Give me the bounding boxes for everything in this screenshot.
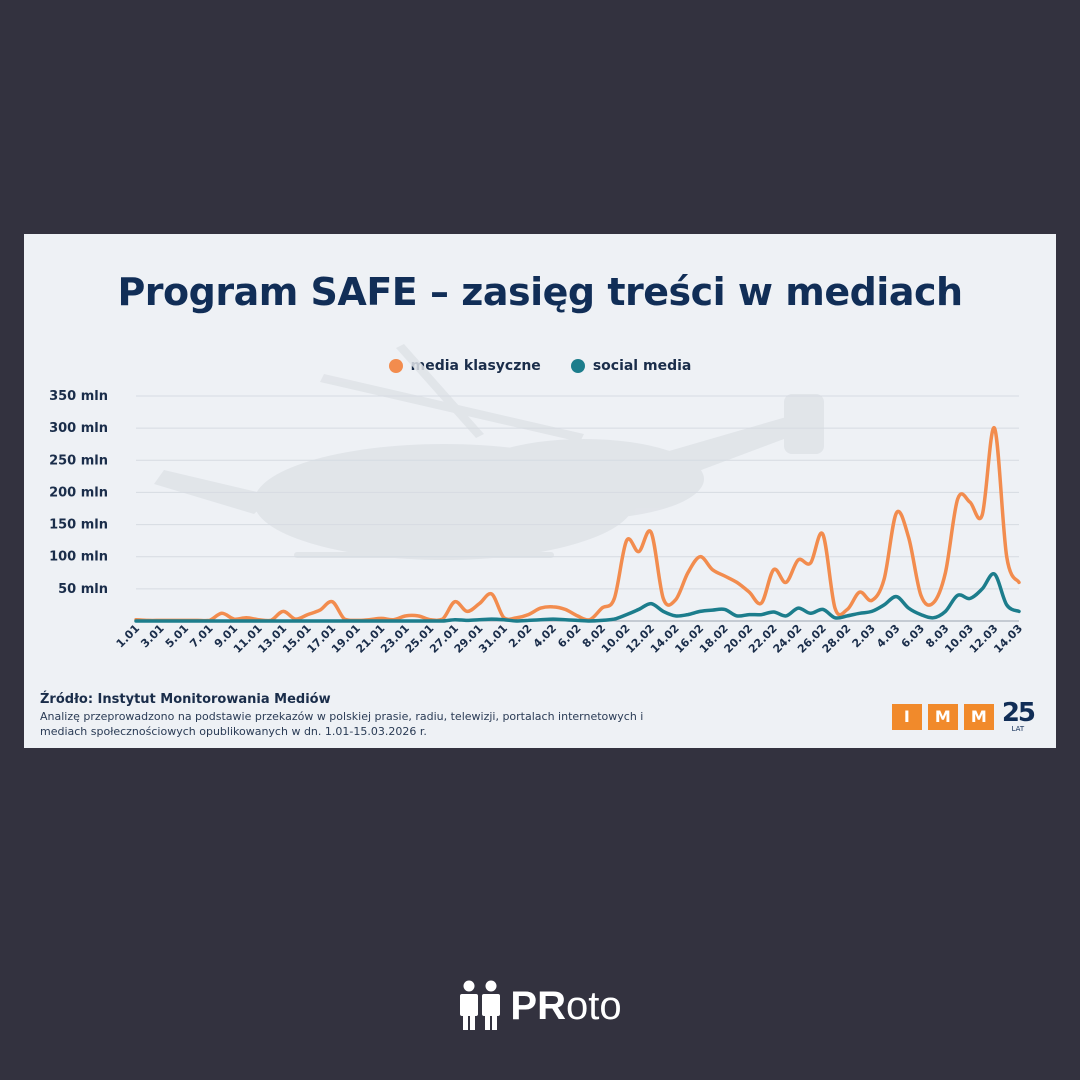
x-tick-label: 3.01 — [138, 622, 166, 650]
brand-name: PRoto — [510, 983, 622, 1028]
legend-label: social media — [592, 358, 692, 374]
y-tick-label: 250 mln — [49, 453, 108, 468]
y-tick-label: 200 mln — [49, 485, 108, 500]
chart-title: Program SAFE – zasięg treści w mediach — [117, 270, 963, 314]
legend-item-media-klasyczne: media klasyczne — [388, 358, 541, 374]
legend-dot-orange — [388, 359, 403, 373]
x-tick-label: 1.01 — [114, 622, 142, 650]
chart-series — [134, 426, 1021, 623]
y-tick-label: 350 mln — [49, 389, 108, 404]
x-tick-label: 4.02 — [531, 622, 559, 650]
logo-years-label: LAT — [1011, 725, 1025, 733]
legend-dot-teal — [570, 359, 585, 373]
x-axis: 1.013.015.017.019.0111.0113.0115.0117.01… — [114, 622, 1025, 656]
y-tick-label: 300 mln — [49, 421, 108, 436]
source-note: Analizę przeprowadzono na podstawie prze… — [40, 710, 644, 738]
logo-years-number: 25 — [1001, 698, 1036, 728]
logo-letter-i: I — [891, 703, 922, 730]
legend-item-social-media: social media — [570, 358, 692, 374]
proto-brand-logo: PRoto — [0, 980, 1080, 1032]
y-tick-label: 150 mln — [49, 518, 108, 533]
line-chart: 50 mln 100 mln 150 mln 200 mln 250 mln 300 ml… — [49, 344, 1025, 656]
logo-years: 25 LAT — [1001, 698, 1036, 733]
people-icon — [460, 980, 501, 1030]
helicopter-watermark-icon — [154, 344, 824, 560]
x-tick-label: 2.02 — [506, 622, 534, 650]
x-tick-label: 2.03 — [850, 622, 878, 650]
x-tick-label: 6.03 — [899, 622, 927, 650]
y-tick-label: 50 mln — [58, 582, 108, 597]
y-tick-label: 100 mln — [49, 550, 108, 565]
series-line-social-media — [134, 572, 1021, 623]
y-axis: 50 mln 100 mln 150 mln 200 mln 250 mln 300 ml… — [49, 389, 108, 597]
logo-letter-m1: M — [927, 703, 958, 730]
source-title: Źródło: Instytut Monitorowania Mediów — [40, 692, 331, 707]
chart-card: Program SAFE – zasięg treści w mediach m… — [24, 234, 1056, 748]
x-tick-label: 5.01 — [163, 622, 191, 650]
x-tick-label: 7.01 — [187, 622, 215, 650]
chart-legend: media klasyczne social media — [24, 358, 1056, 374]
legend-label: media klasyczne — [410, 358, 541, 374]
imm-logo: I M M 25 LAT — [891, 698, 1036, 733]
x-tick-label: 6.02 — [555, 622, 583, 650]
x-tick-label: 4.03 — [874, 622, 902, 650]
logo-letter-m2: M — [963, 703, 994, 730]
